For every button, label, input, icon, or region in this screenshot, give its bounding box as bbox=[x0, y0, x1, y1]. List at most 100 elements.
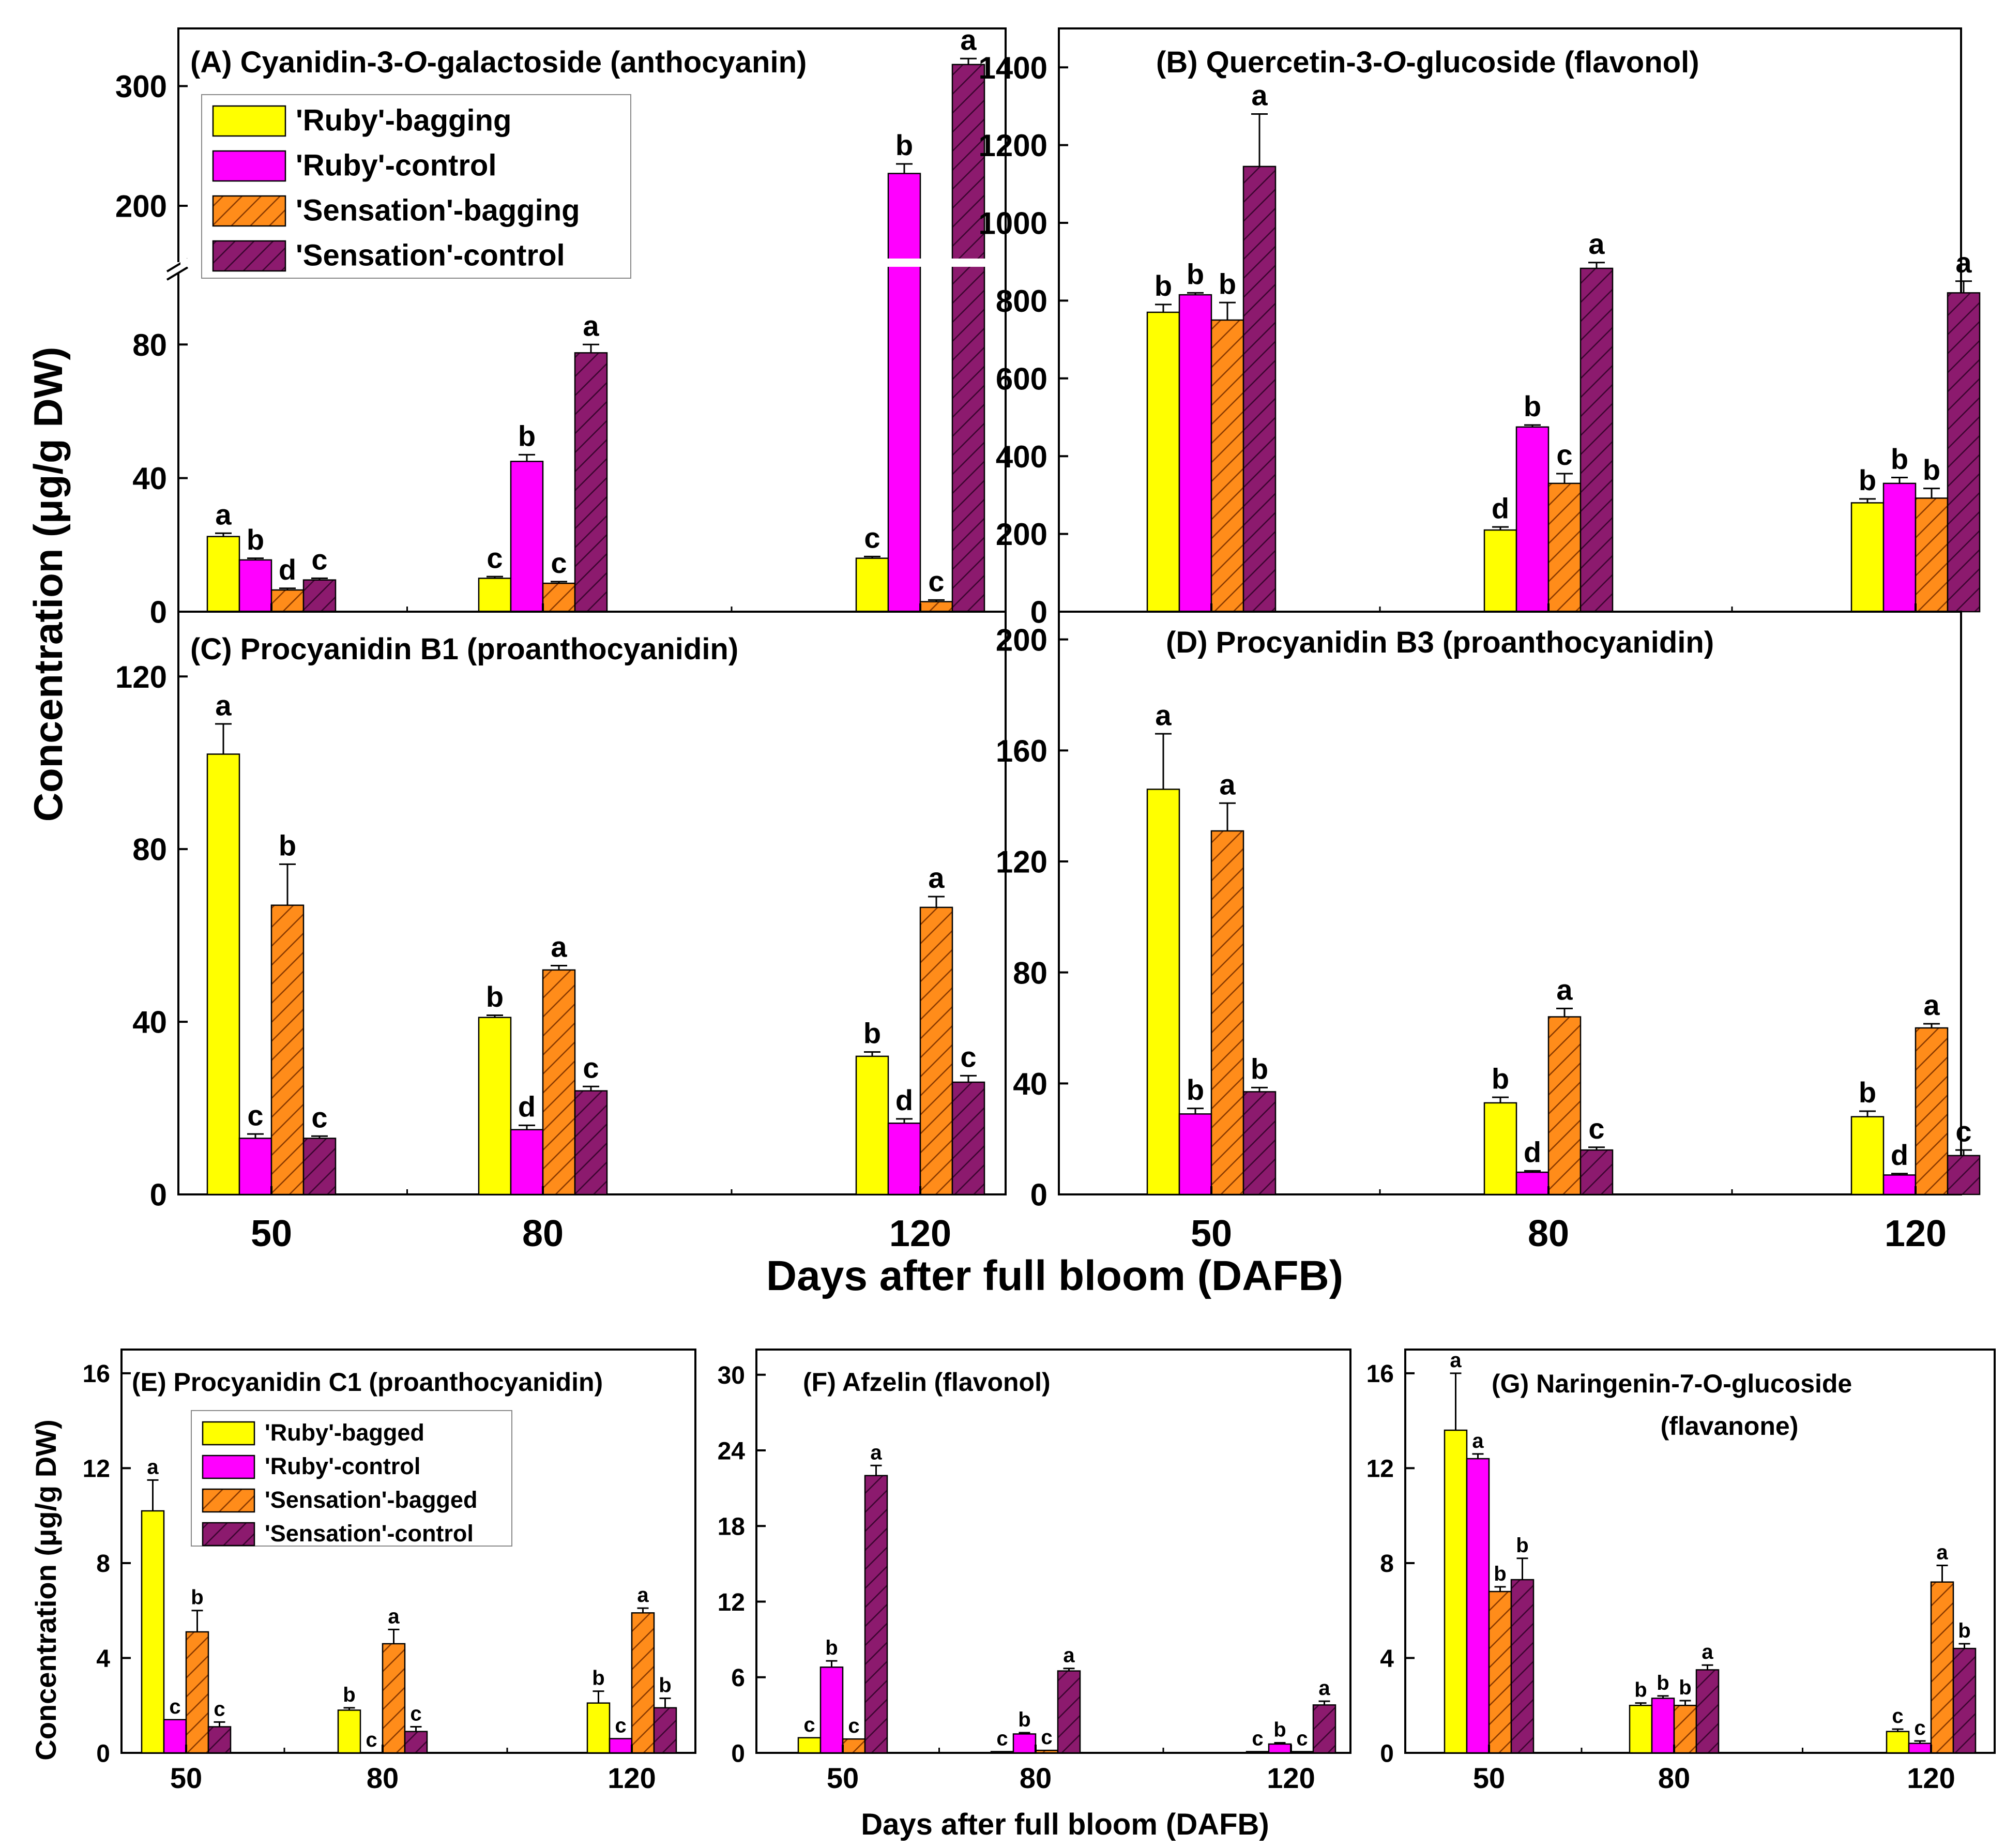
bar-ruby-bagging-50 bbox=[1146, 789, 1180, 1195]
x-tick-label: 80 bbox=[367, 1762, 399, 1794]
significance-letter: b bbox=[486, 980, 504, 1013]
legend-swatch-sensation-control bbox=[212, 240, 286, 272]
bar-ruby-control-50 bbox=[238, 559, 272, 613]
bar-ruby-control-80 bbox=[510, 461, 544, 613]
legend-swatch-ruby-bagging bbox=[212, 105, 286, 137]
bar-sensation-control-80 bbox=[1579, 267, 1614, 613]
significance-letter: c bbox=[247, 1099, 263, 1131]
significance-letter: a bbox=[1155, 699, 1172, 731]
bar-sensation-bagging-50 bbox=[270, 904, 305, 1195]
legend-label-sensation-control: 'Sensation'-control bbox=[265, 1520, 474, 1547]
significance-letter: c bbox=[169, 1695, 180, 1718]
bar-ruby-control-120 bbox=[887, 1123, 921, 1195]
x-tick-label: 80 bbox=[1528, 1213, 1569, 1254]
significance-letter: c bbox=[960, 1041, 976, 1073]
y-tick-label: 200 bbox=[115, 189, 167, 224]
bar-ruby-bagging-80 bbox=[1483, 1102, 1517, 1195]
significance-letter: a bbox=[1556, 974, 1573, 1006]
bar-sensation-bagging-80 bbox=[542, 582, 576, 613]
y-tick-label: 8 bbox=[1380, 1550, 1394, 1578]
significance-letter: c bbox=[848, 1715, 859, 1737]
bar-sensation-bagging-50 bbox=[185, 1631, 209, 1754]
bar-ruby-control-50 bbox=[1178, 1113, 1212, 1195]
bar-sensation-control-50 bbox=[1510, 1579, 1535, 1754]
significance-letter: a bbox=[960, 23, 977, 56]
bar-sensation-control-80 bbox=[574, 1090, 608, 1195]
bar-ruby-bagging-80 bbox=[990, 1751, 1014, 1754]
significance-letter: c bbox=[1041, 1726, 1052, 1749]
significance-letter: b bbox=[1219, 267, 1236, 300]
bar-sensation-bagging-120 bbox=[1290, 1751, 1314, 1754]
significance-letter: a bbox=[1923, 989, 1940, 1021]
y-tick-label: 0 bbox=[731, 1740, 745, 1767]
bar-sensation-control-50 bbox=[302, 1138, 337, 1195]
significance-letter: c bbox=[1955, 1115, 1971, 1147]
panel-C: 0 40 80 120 a b b c d d b a a c c c 50 80 120 (C) Procyanid… bbox=[115, 611, 1007, 1254]
x-tick-label: 50 bbox=[1473, 1762, 1505, 1794]
bar-ruby-control-50 bbox=[163, 1719, 187, 1754]
bar-ruby-bagging-50 bbox=[1444, 1429, 1468, 1754]
bar-ruby-bagging-120 bbox=[586, 1702, 611, 1754]
y-tick-label: 200 bbox=[996, 517, 1047, 552]
bar-ruby-bagging-50 bbox=[1146, 311, 1180, 613]
y-tick-label: 0 bbox=[1030, 595, 1047, 630]
significance-letter: c bbox=[1914, 1717, 1925, 1739]
significance-letter: c bbox=[487, 541, 503, 574]
y-tick-label: 40 bbox=[132, 461, 167, 496]
y-tick-label: 6 bbox=[731, 1664, 745, 1692]
y-tick-label: 120 bbox=[996, 845, 1047, 880]
y-tick-label: 300 bbox=[115, 69, 167, 104]
bar-ruby-control-120 bbox=[1882, 1174, 1917, 1195]
significance-letter: d bbox=[1524, 1136, 1541, 1169]
x-tick-label: 80 bbox=[1658, 1762, 1690, 1794]
y-tick-label: 24 bbox=[718, 1437, 746, 1465]
bar-ruby-bagging-120 bbox=[1850, 1116, 1885, 1195]
legend: 'Ruby'-bagged 'Ruby'-control 'Sensation'-b… bbox=[191, 1410, 512, 1547]
significance-letter: b bbox=[1155, 269, 1172, 302]
bar-sensation-bagging-50 bbox=[270, 589, 305, 613]
significance-letter: a bbox=[1936, 1541, 1948, 1564]
y-tick-label: 8 bbox=[96, 1550, 110, 1578]
legend: 'Ruby'-bagging 'Ruby'-control 'Sensation'-… bbox=[201, 94, 631, 279]
bar-sensation-bagging-50 bbox=[1488, 1591, 1512, 1754]
significance-letter: b bbox=[1251, 1053, 1268, 1085]
bar-sensation-control-120 bbox=[1947, 1155, 1981, 1195]
panel-title: (D) Procyanidin B3 (proanthocyanidin) bbox=[1166, 626, 1714, 659]
y-tick-label: 0 bbox=[150, 1178, 167, 1213]
bar-ruby-control-80 bbox=[1515, 1171, 1550, 1195]
legend-label-sensation-bagging: 'Sensation'-bagged bbox=[265, 1487, 477, 1513]
legend-swatch-sensation-control bbox=[202, 1522, 255, 1547]
bar-sensation-control-50 bbox=[1242, 165, 1277, 613]
x-tick-label: 120 bbox=[889, 1213, 951, 1254]
legend-label-sensation-control: 'Sensation'-control bbox=[296, 239, 565, 272]
y-tick-label: 1400 bbox=[979, 51, 1047, 85]
bar-ruby-bagging-120 bbox=[1245, 1751, 1270, 1754]
significance-letter: c bbox=[1252, 1728, 1263, 1750]
significance-letter: b bbox=[1273, 1719, 1286, 1741]
legend-swatch-sensation-bagging bbox=[202, 1488, 255, 1513]
bar-sensation-bagging-50 bbox=[1210, 830, 1244, 1195]
significance-letter: a bbox=[928, 861, 945, 894]
significance-letter: b bbox=[518, 420, 536, 452]
bar-sensation-control-50 bbox=[207, 1726, 232, 1754]
significance-letter: b bbox=[592, 1667, 604, 1690]
bar-ruby-bagging-50 bbox=[797, 1737, 822, 1754]
bar-ruby-bagging-80 bbox=[478, 578, 512, 613]
bar-ruby-bagging-120 bbox=[855, 1055, 889, 1195]
panel-frame bbox=[755, 1349, 1351, 1754]
significance-letter: c bbox=[1588, 1112, 1604, 1145]
significance-letter: b bbox=[863, 1017, 881, 1050]
significance-letter: a bbox=[215, 498, 232, 531]
significance-letter: c bbox=[803, 1714, 815, 1736]
bar-ruby-bagging-80 bbox=[478, 1017, 512, 1195]
significance-letter: a bbox=[1318, 1677, 1330, 1700]
x-tick-label: 80 bbox=[522, 1213, 564, 1254]
significance-letter: b bbox=[1958, 1619, 1970, 1642]
bar-sensation-control-50 bbox=[1242, 1091, 1277, 1195]
panel-title: (G) Naringenin-7-O-glucoside bbox=[1492, 1369, 1852, 1398]
bar-ruby-bagging-50 bbox=[141, 1510, 165, 1754]
y-tick-label: 30 bbox=[718, 1362, 745, 1389]
panel-title: (E) Procyanidin C1 (proanthocyanidin) bbox=[132, 1368, 603, 1397]
